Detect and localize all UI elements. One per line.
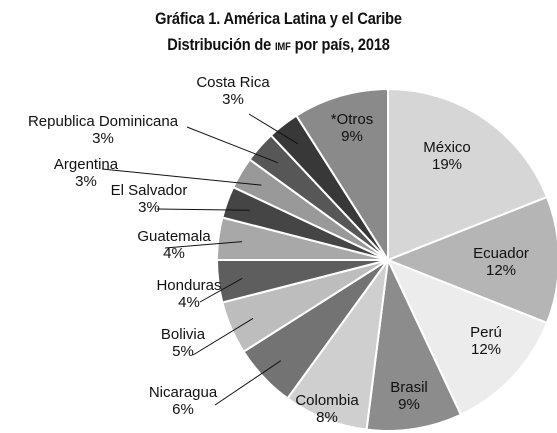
slice-label-republica-dominicana: Republica Dominicana 3%: [28, 113, 179, 147]
leader-line-guatemala: [164, 241, 243, 249]
slice-label-bolivia: Bolivia 5%: [161, 326, 206, 360]
slice-label-honduras: Honduras 4%: [156, 277, 221, 311]
slice-label-otros: *Otros 9%: [331, 111, 374, 145]
slice-label-costa-rica: Costa Rica 3%: [196, 74, 270, 108]
chart-title: Gráfica 1. América Latina y el Caribe: [155, 9, 402, 28]
subtitle-acronym: IMF: [274, 41, 291, 53]
slice-label-colombia: Colombia 8%: [295, 392, 359, 426]
pie-slice-mexico: [387, 87, 549, 262]
leader-line-republica-dominicana: [186, 126, 278, 164]
slice-label-argentina: Argentina 3%: [54, 156, 119, 190]
slice-label-nicaragua: Nicaragua 6%: [149, 384, 218, 418]
leader-line-honduras: [199, 277, 243, 303]
leader-line-nicaragua: [214, 360, 282, 406]
slice-label-el-salvador: El Salvador 3%: [111, 182, 188, 216]
pie-slice-peru: [386, 258, 549, 417]
pie-slice-otros: [294, 87, 389, 264]
subtitle-prefix: Distribución de: [167, 35, 275, 54]
pie-slice-brasil: [365, 256, 463, 432]
leader-line-argentina: [101, 168, 262, 186]
subtitle-suffix: por país, 2018: [290, 35, 390, 54]
leader-line-bolivia: [192, 317, 254, 356]
pie-slice-ecuador: [385, 195, 557, 325]
chart-titles: Gráfica 1. América Latina y el Caribe Di…: [0, 6, 557, 60]
slice-label-ecuador: Ecuador 12%: [473, 245, 529, 279]
slice-label-brasil: Brasil 9%: [390, 379, 428, 413]
slice-label-guatemala: Guatemala 4%: [137, 228, 211, 262]
leader-line-el-salvador: [156, 208, 250, 211]
leader-line-costa-rica: [248, 113, 299, 145]
slice-label-mexico: México 19%: [423, 139, 471, 173]
chart-subtitle: Distribución de IMF por país, 2018: [39, 32, 518, 60]
slice-label-peru: Perú 12%: [470, 324, 502, 358]
